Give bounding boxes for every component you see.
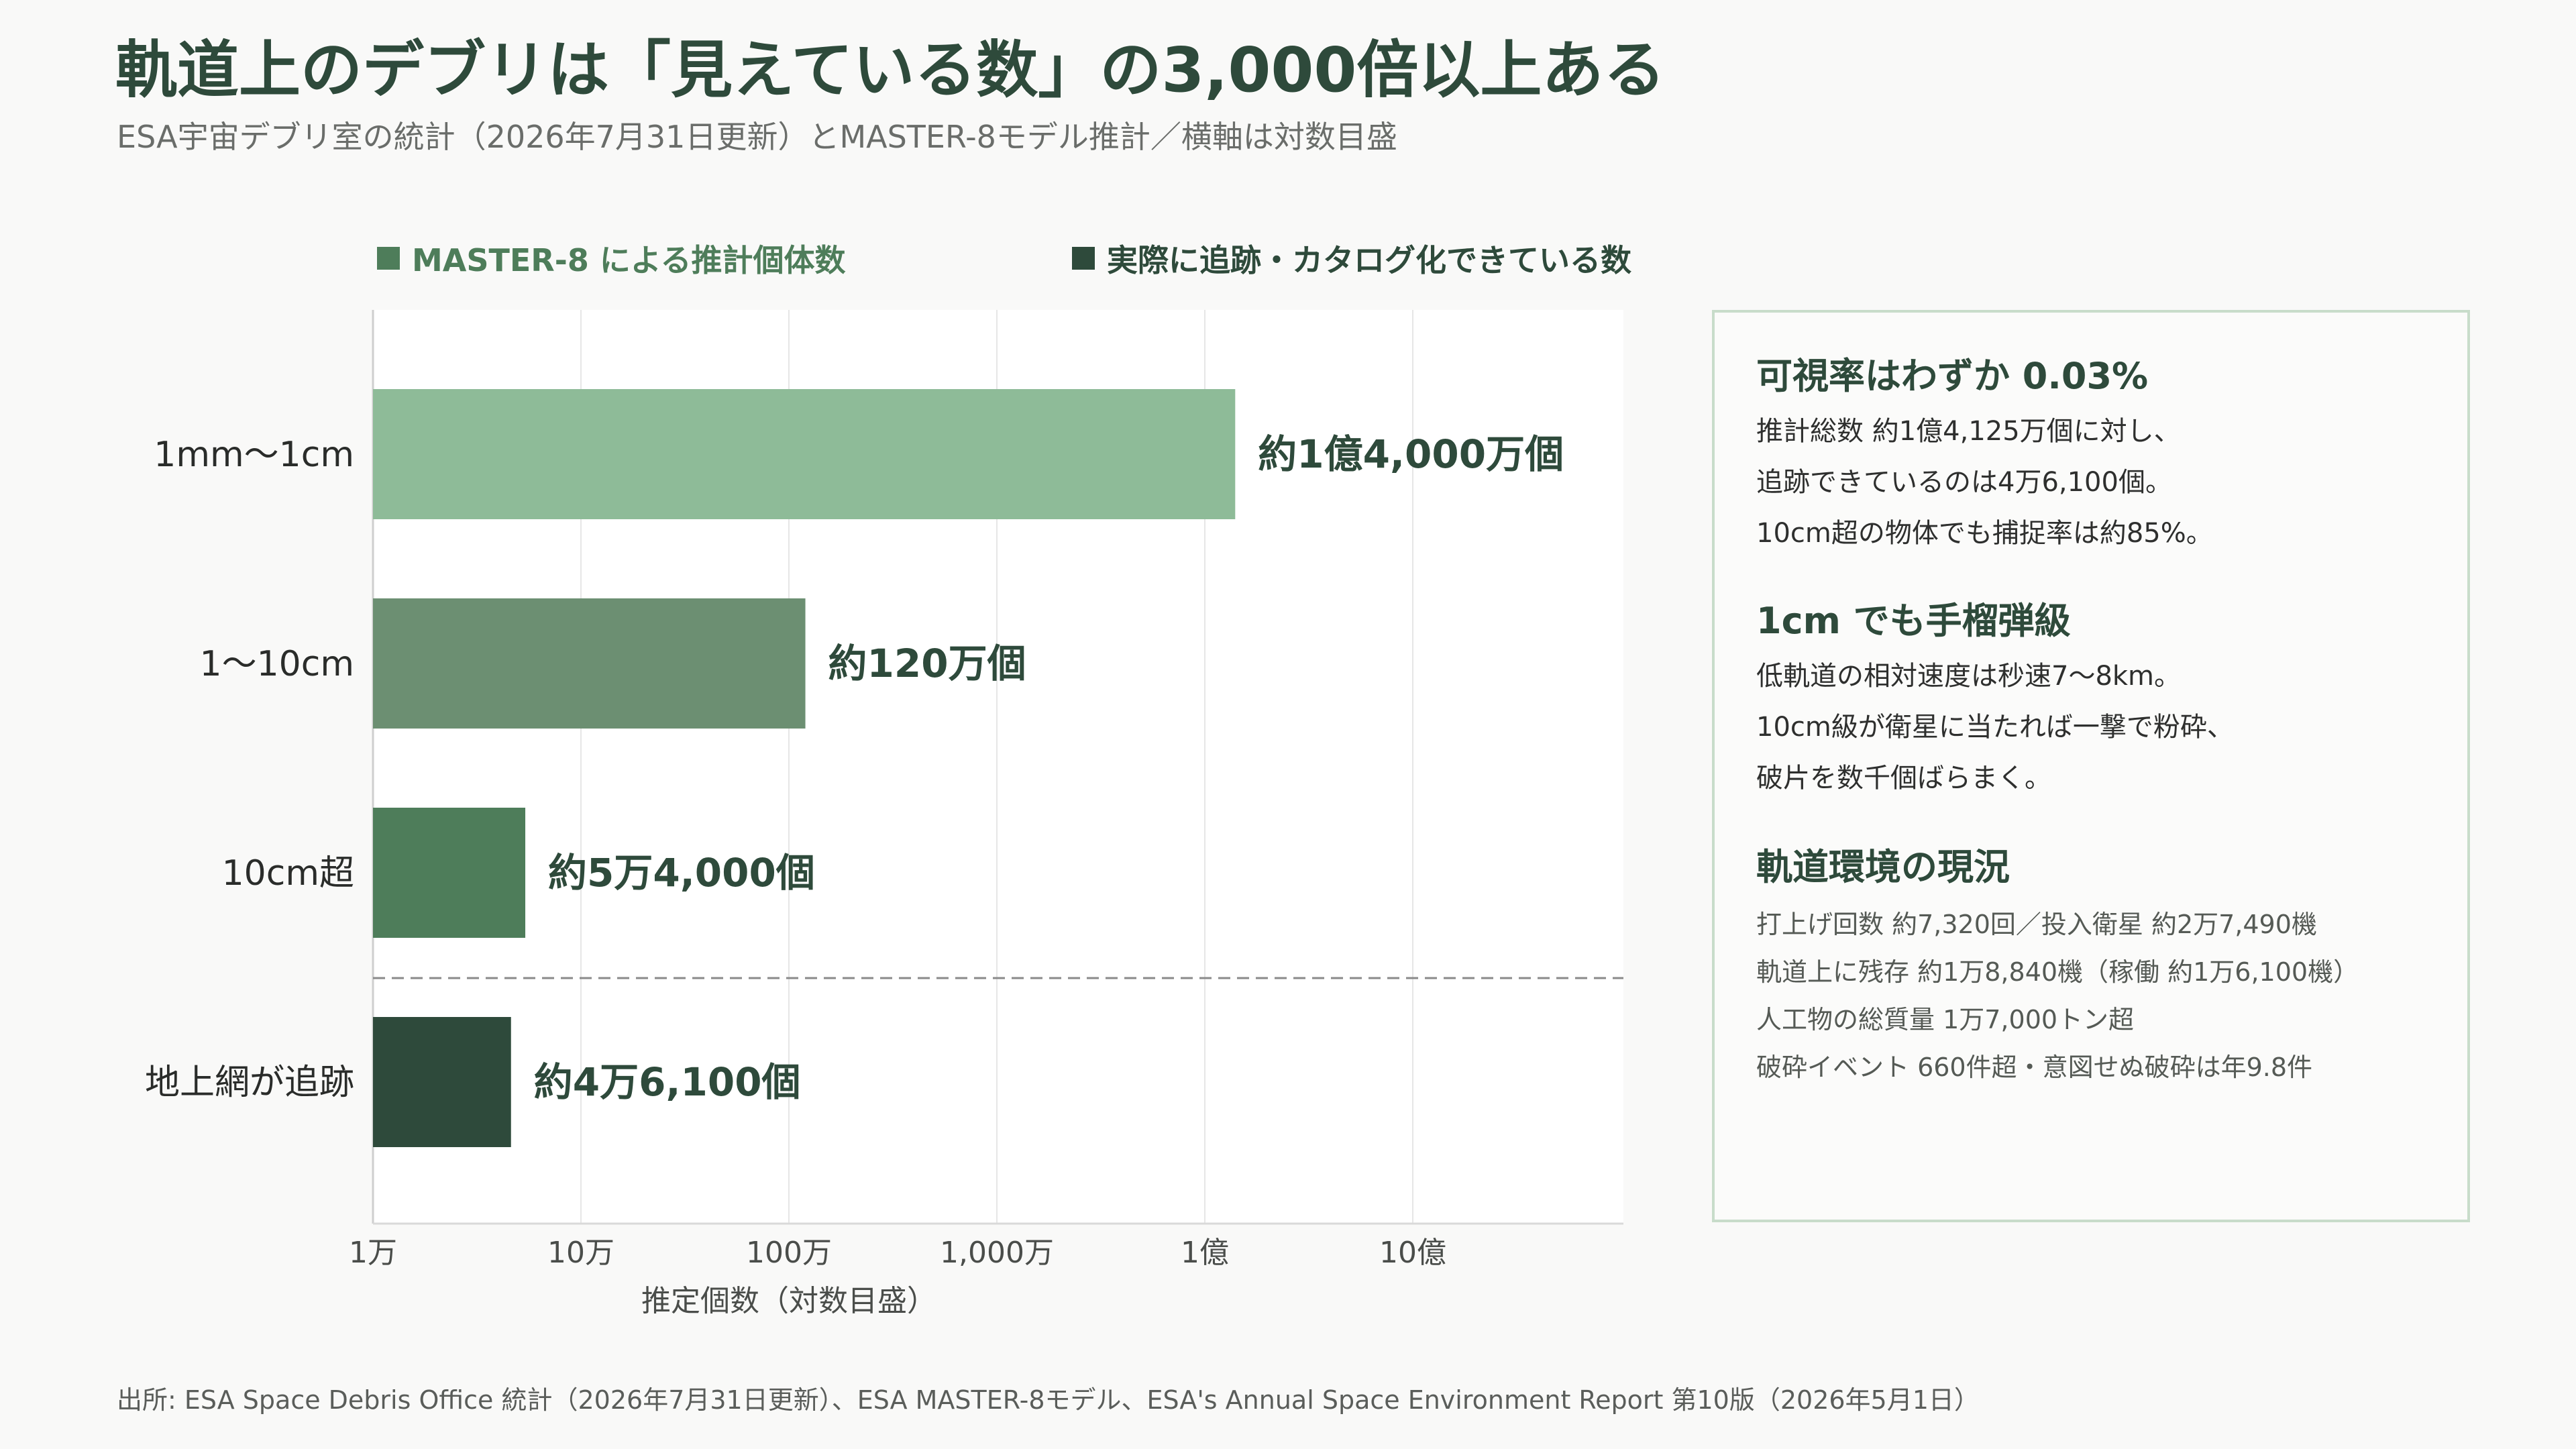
x-tick-labels: 1万 10万 100万 1,000万 1億 10億 (349, 1236, 1446, 1270)
legend-item-tracked: 実際に追跡・カタログ化できている数 (1072, 236, 1631, 280)
x-tick-label: 1,000万 (940, 1236, 1054, 1270)
category-label: 地上網が追跡 (145, 1063, 354, 1103)
x-tick-label: 1億 (1181, 1236, 1229, 1270)
bar-estimated (373, 598, 806, 729)
legend-swatch-estimated (377, 247, 400, 270)
bar-tracked (373, 1017, 511, 1147)
panel-line: 打上げ回数 約7,320回／投入衛星 約2万7,490機 (1756, 910, 2317, 939)
bar-estimated (373, 808, 526, 938)
panel-line: 10cm超の物体でも捕捉率は約85%。 (1756, 518, 2213, 549)
legend-item-estimated: MASTER-8 による推計個体数 (377, 236, 845, 280)
x-tick-label: 10億 (1379, 1236, 1446, 1270)
category-label: 10cm超 (222, 853, 354, 894)
panel-line: 10cm級が衛星に当たれば一撃で粉砕、 (1756, 712, 2234, 743)
panel-line: 推計総数 約1億4,125万個に対し、 (1756, 416, 2181, 447)
category-label: 1〜10cm (200, 644, 355, 684)
debris-bar-chart: 1mm〜1cm 約1億4,000万個 1〜10cm 約120万個 10cm超 約5万4,0… (145, 310, 1623, 1318)
panel-line: 追跡できているのは4万6,100個。 (1756, 467, 2172, 498)
page-title: 軌道上のデブリは「見えている数」の3,000倍以上ある (115, 34, 1666, 106)
bar-value-label: 約5万4,000個 (548, 850, 815, 896)
panel-section-impact: 1cm でも手榴弾級 低軌道の相対速度は秒速7〜8km。 10cm級が衛星に当た… (1756, 591, 2467, 804)
panel-line: 破片を数千個ばらまく。 (1756, 763, 2051, 794)
x-tick-label: 10万 (547, 1236, 614, 1270)
bar-value-label: 約120万個 (828, 641, 1026, 686)
panel-section-visibility: 可視率はわずか 0.03% 推計総数 約1億4,125万個に対し、 追跡できてい… (1756, 346, 2467, 559)
panel-heading-visibility: 可視率はわずか 0.03% (1756, 355, 2149, 397)
panel-line: 軌道上に残存 約1万8,840機（稼働 約1万6,100機） (1756, 957, 2359, 987)
panel-line: 低軌道の相対速度は秒速7〜8km。 (1756, 661, 2182, 692)
insight-panel: 可視率はわずか 0.03% 推計総数 約1億4,125万個に対し、 追跡できてい… (1712, 310, 2470, 1222)
category-label: 1mm〜1cm (154, 435, 354, 475)
page-subtitle: ESA宇宙デブリ室の統計（2026年7月31日更新）とMASTER-8モデル推計… (117, 119, 1397, 155)
panel-heading-impact: 1cm でも手榴弾級 (1756, 600, 2071, 642)
bars: 1mm〜1cm 約1億4,000万個 1〜10cm 約120万個 10cm超 約5万4,0… (145, 389, 1564, 1147)
legend-label-estimated: MASTER-8 による推計個体数 (412, 242, 846, 278)
bar-value-label: 約4万6,100個 (534, 1059, 801, 1105)
bar-value-label: 約1億4,000万個 (1258, 431, 1564, 477)
panel-heading-environment: 軌道環境の現況 (1756, 846, 2010, 888)
panel-section-environment: 軌道環境の現況 打上げ回数 約7,320回／投入衛星 約2万7,490機 軌道上… (1756, 837, 2467, 1091)
x-tick-label: 100万 (746, 1236, 832, 1270)
x-axis-label: 推定個数（対数目盛） (641, 1284, 936, 1318)
panel-line: 破砕イベント 660件超・意図せぬ破砕は年9.8件 (1756, 1053, 2313, 1082)
legend-label-tracked: 実際に追跡・カタログ化できている数 (1107, 242, 1631, 278)
x-tick-label: 1万 (349, 1236, 397, 1270)
bar-estimated (373, 389, 1236, 519)
legend-swatch-tracked (1072, 247, 1095, 270)
source-note: 出所: ESA Space Debris Office 統計（2026年7月31… (117, 1385, 1980, 1415)
panel-line: 人工物の総質量 1万7,000トン超 (1756, 1005, 2135, 1034)
